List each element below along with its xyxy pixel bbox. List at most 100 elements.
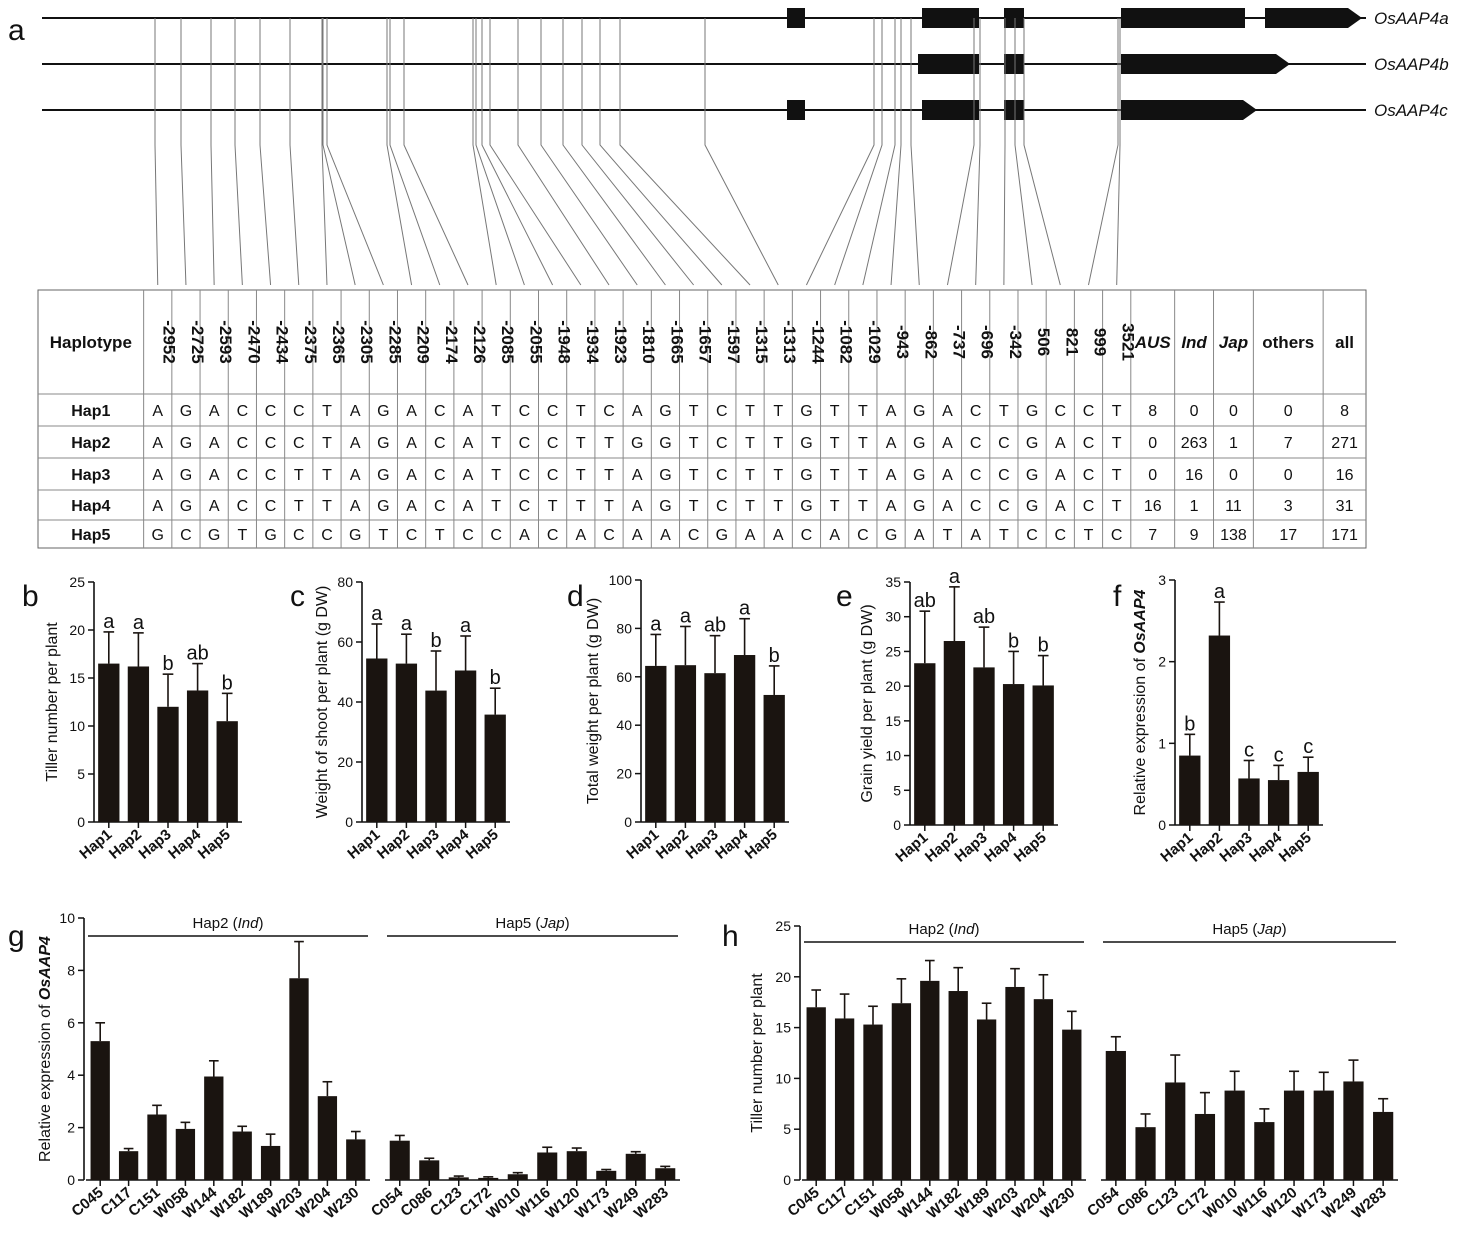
table-cell-count: 271 — [1331, 435, 1358, 452]
table-cell-allele: C — [519, 435, 531, 452]
table-cell-allele: G — [1026, 498, 1038, 515]
table-cell-allele: A — [406, 467, 417, 484]
table-cell-allele: A — [406, 498, 417, 515]
panel-letter-h: h — [722, 920, 739, 953]
table-cell-allele: C — [1083, 467, 1095, 484]
x-tick-label: Hap3 — [952, 829, 991, 866]
table-header-position: -1810 — [639, 320, 658, 363]
table-cell-count: 0 — [1284, 467, 1293, 484]
table-cell-allele: G — [208, 527, 220, 544]
x-tick-label: Hap2 — [653, 826, 692, 863]
snp-connector — [386, 18, 413, 286]
table-header-position: -2305 — [357, 320, 376, 363]
table-cell-allele: A — [829, 527, 840, 544]
bar — [346, 1139, 366, 1180]
table-cell-allele: G — [659, 403, 671, 420]
table-cell-allele: T — [999, 403, 1009, 420]
y-tick-label: 0 — [783, 1172, 791, 1188]
exon — [1004, 54, 1024, 74]
snp-connector — [805, 18, 875, 286]
table-cell-count: 0 — [1229, 403, 1238, 420]
bar — [1373, 1111, 1394, 1180]
y-axis-title: Relative expression of OsAAP4 — [37, 936, 54, 1162]
table-header-position: -1315 — [752, 320, 771, 363]
bar — [1238, 778, 1260, 825]
snp-connector — [581, 18, 695, 286]
table-cell-allele: C — [716, 498, 728, 515]
snp-connector — [975, 18, 981, 286]
table-cell-allele: T — [689, 403, 699, 420]
x-tick-label: C054 — [1084, 1184, 1123, 1220]
x-tick-label: C123 — [1143, 1184, 1181, 1220]
bar — [1224, 1090, 1245, 1180]
bar — [566, 1151, 587, 1180]
table-cell-allele: T — [1112, 435, 1122, 452]
snp-connector — [472, 18, 497, 286]
table-header-position: 821 — [1062, 328, 1081, 356]
x-tick-label: Hap4 — [981, 829, 1021, 866]
y-tick-label: 3 — [1158, 572, 1166, 588]
table-cell-allele: C — [265, 498, 277, 515]
y-tick-label: 10 — [775, 1070, 791, 1086]
group-label-italic: Ind — [954, 921, 976, 938]
bar — [232, 1131, 252, 1180]
table-cell-allele: A — [350, 403, 361, 420]
x-tick-label: C086 — [1114, 1184, 1152, 1220]
table-cell-allele: G — [800, 467, 812, 484]
table-header-position: -2055 — [526, 320, 545, 363]
bar — [1105, 1050, 1126, 1180]
table-cell-allele: C — [1083, 435, 1095, 452]
table-cell-allele: T — [830, 467, 840, 484]
significance-letter: c — [1244, 739, 1254, 761]
table-cell-allele: C — [321, 527, 333, 544]
snp-connector — [403, 18, 469, 286]
table-cell-allele: G — [631, 435, 643, 452]
panel-letter-b: b — [22, 580, 39, 613]
table-header-group: others — [1262, 333, 1314, 352]
y-tick-label: 0 — [624, 814, 632, 830]
x-tick-label: C117 — [813, 1184, 851, 1220]
significance-letter: a — [460, 615, 472, 637]
snp-connector — [321, 18, 328, 286]
bar — [763, 694, 785, 822]
exon — [787, 8, 805, 28]
table-header-position: -2434 — [273, 320, 292, 364]
table-cell-allele: C — [970, 435, 982, 452]
table-header-position: -1948 — [555, 320, 574, 363]
table-cell-allele: T — [604, 498, 614, 515]
significance-letter: a — [1214, 581, 1226, 603]
significance-letter: b — [769, 645, 780, 667]
bar — [1135, 1127, 1156, 1180]
table-cell-allele: A — [209, 435, 220, 452]
gene-label: OsAAP4a — [1374, 9, 1449, 28]
table-cell-allele: G — [659, 498, 671, 515]
table-cell-allele: C — [265, 435, 277, 452]
bar — [596, 1170, 617, 1180]
significance-letter: c — [1303, 736, 1313, 758]
snp-connector — [259, 18, 272, 286]
snp-connector — [1014, 18, 1033, 286]
table-header-position: -1313 — [780, 320, 799, 363]
table-header-position: -1665 — [667, 320, 686, 363]
y-tick-label: 5 — [77, 766, 85, 782]
significance-letter: a — [371, 603, 383, 625]
bar — [260, 1145, 281, 1180]
exon — [922, 100, 979, 120]
bar — [1208, 635, 1231, 825]
table-cell-allele: C — [603, 403, 615, 420]
table-cell-allele: T — [999, 527, 1009, 544]
table-cell-allele: A — [886, 435, 897, 452]
y-tick-label: 20 — [337, 754, 353, 770]
y-axis-title: Weight of shoot per plant (g DW) — [314, 586, 331, 819]
y-axis-title-gene: OsAAP4 — [1132, 589, 1149, 653]
table-cell-allele: C — [434, 498, 446, 515]
x-tick-label: Hap4 — [433, 826, 473, 863]
table-cell-allele: T — [604, 435, 614, 452]
table-cell-allele: C — [293, 403, 305, 420]
table-cell-allele: C — [490, 527, 502, 544]
table-cell-allele: A — [886, 498, 897, 515]
bar — [1267, 780, 1290, 825]
x-tick-label: C086 — [397, 1184, 435, 1220]
table-cell-allele: A — [350, 435, 361, 452]
table-cell-allele: A — [886, 467, 897, 484]
